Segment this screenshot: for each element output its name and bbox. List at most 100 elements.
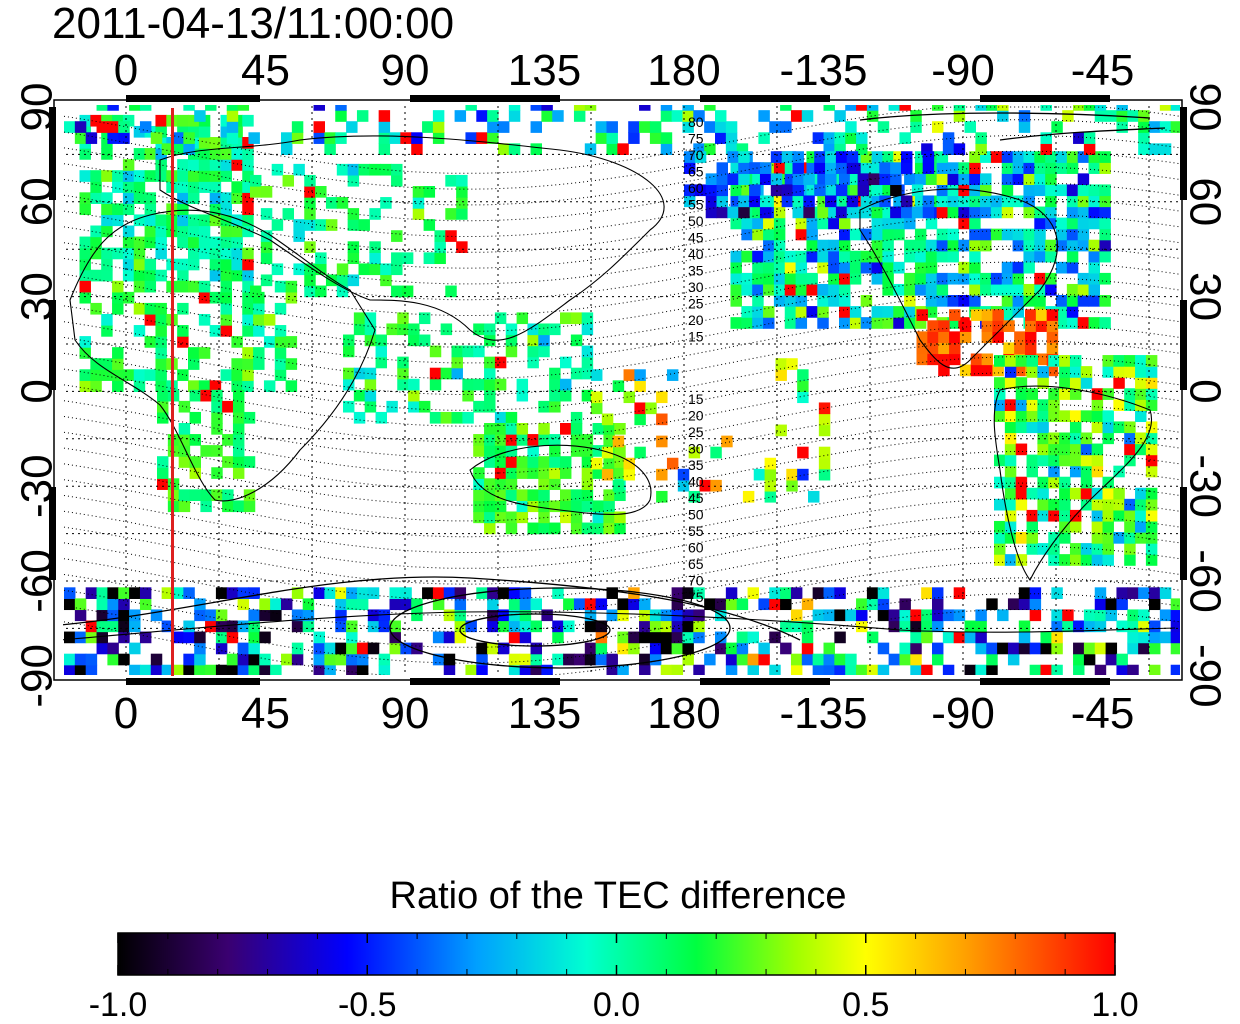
- tec-cell: [188, 347, 200, 359]
- tec-cell: [1080, 554, 1093, 566]
- tec-cell: [623, 468, 635, 481]
- tec-cell: [231, 181, 243, 193]
- tec-cell: [155, 170, 167, 182]
- tec-cell: [172, 664, 184, 675]
- tec-cell: [129, 620, 141, 633]
- tec-cell: [112, 181, 124, 193]
- tec-cell: [1113, 532, 1125, 544]
- tec-cell: [476, 642, 488, 655]
- tec-cell: [725, 121, 738, 133]
- tec-cell: [1135, 509, 1147, 522]
- tec-cell: [194, 609, 206, 622]
- tec-cell: [846, 162, 859, 174]
- tec-cell: [969, 228, 981, 241]
- tec-cell: [770, 151, 783, 163]
- tec-cell: [172, 631, 184, 644]
- tec-cell: [411, 132, 423, 144]
- tec-cell: [671, 598, 684, 611]
- tec-cell: [856, 664, 868, 675]
- tec-cell: [465, 620, 477, 633]
- tec-cell: [849, 228, 862, 241]
- tec-cell: [325, 219, 338, 231]
- tec-cell: [389, 598, 401, 611]
- tec-cell: [155, 336, 167, 348]
- tec-cell: [947, 228, 959, 241]
- tec-cell: [1035, 320, 1048, 332]
- tec-cell: [716, 184, 728, 197]
- tec-cell: [671, 631, 684, 644]
- tec-cell: [250, 186, 262, 198]
- tec-cell: [516, 511, 529, 524]
- tec-cell: [980, 283, 992, 296]
- tec-cell: [549, 522, 561, 535]
- tec-cell: [1077, 195, 1090, 208]
- tec-cell: [1056, 162, 1068, 174]
- tec-cell: [806, 283, 818, 296]
- tec-cell: [325, 197, 338, 209]
- lat-tick-label-left: -60: [12, 549, 61, 613]
- tec-cell: [904, 317, 916, 329]
- tec-cell: [834, 609, 846, 622]
- tec-cell: [335, 598, 347, 611]
- tec-cell: [570, 312, 583, 325]
- tec-cell: [753, 468, 766, 481]
- tec-cell: [335, 132, 347, 144]
- tec-cell: [101, 247, 113, 260]
- tec-cell: [1094, 642, 1107, 655]
- tec-cell: [581, 500, 594, 513]
- tec-cell: [378, 609, 391, 622]
- tec-cell: [538, 467, 550, 479]
- tec-cell: [614, 445, 626, 457]
- tec-cell: [231, 336, 243, 348]
- tec-cell: [1083, 609, 1096, 622]
- tec-cell: [1045, 283, 1057, 296]
- tec-cell: [260, 186, 273, 198]
- tec-cell: [346, 653, 358, 666]
- tec-cell: [177, 170, 189, 182]
- lat-tick-label-right: 90: [1181, 83, 1230, 132]
- tec-cell: [614, 467, 626, 479]
- tec-cell: [684, 151, 696, 163]
- tec-cell: [1149, 598, 1161, 611]
- tec-cell: [112, 369, 124, 381]
- tec-cell: [1091, 554, 1104, 566]
- tec-cell: [177, 269, 189, 282]
- tec-cell: [369, 263, 381, 276]
- tec-cell: [752, 317, 764, 329]
- tec-cell: [1083, 642, 1096, 655]
- tec-cell: [1077, 317, 1090, 329]
- tec-cell: [250, 285, 262, 298]
- tec-cell: [656, 435, 668, 448]
- tec-cell: [498, 642, 510, 655]
- tec-cell: [773, 295, 786, 307]
- tec-cell: [997, 642, 1009, 655]
- tec-cell: [1145, 377, 1158, 389]
- tec-cell: [432, 121, 445, 133]
- tec-cell: [1051, 587, 1063, 599]
- tec-cell: [825, 151, 837, 163]
- solid-contour-north: [859, 112, 1166, 141]
- tec-cell: [975, 132, 987, 144]
- tec-cell: [1149, 143, 1161, 155]
- tec-cell: [1145, 432, 1158, 445]
- tec-cell: [484, 334, 496, 347]
- tec-cell: [112, 247, 124, 260]
- tec-cell: [291, 121, 304, 133]
- tec-cell: [231, 258, 243, 271]
- tec-cell: [231, 192, 243, 204]
- tec-cell: [177, 181, 189, 193]
- tec-cell: [397, 356, 409, 369]
- tec-cell: [592, 511, 604, 524]
- tec-cell: [549, 445, 561, 457]
- tec-cell: [936, 162, 949, 174]
- tec-cell: [834, 653, 846, 666]
- tec-cell: [250, 174, 262, 187]
- tec-cell: [936, 295, 949, 307]
- tec-cell: [101, 192, 113, 204]
- tec-cell: [209, 170, 222, 182]
- tec-cell: [157, 456, 169, 468]
- tec-cell: [408, 323, 420, 336]
- tec-cell: [591, 402, 603, 415]
- lat-tick-label-left: 60: [12, 177, 61, 226]
